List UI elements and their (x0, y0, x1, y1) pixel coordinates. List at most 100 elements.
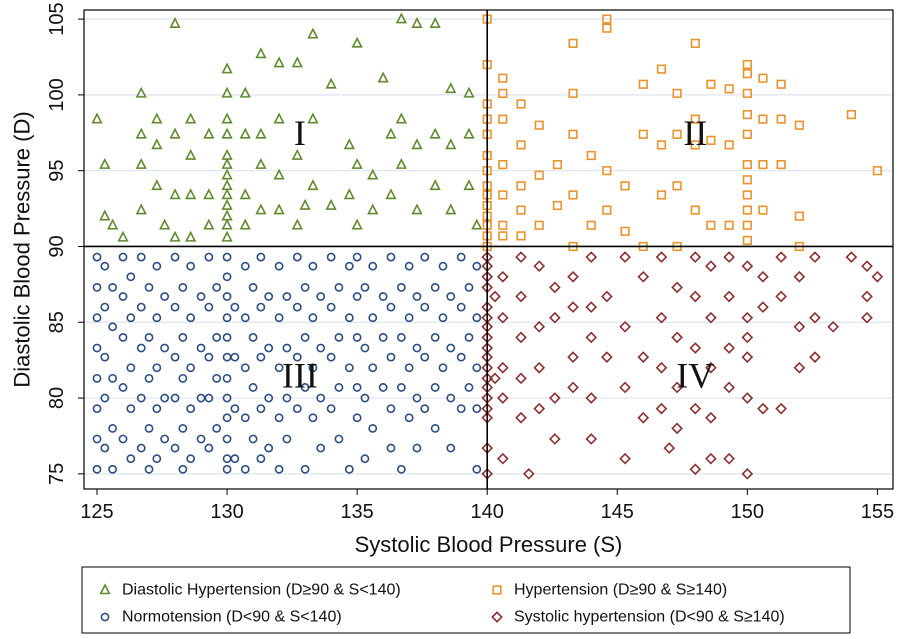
diamond-point (567, 351, 579, 363)
circle-point (308, 363, 318, 373)
circle-point (352, 413, 362, 423)
circle-point (472, 261, 482, 271)
square-point (690, 38, 700, 48)
circle-point (316, 343, 326, 353)
triangle-point (273, 112, 285, 124)
circle-point (404, 363, 414, 373)
circle-point (264, 393, 274, 403)
triangle-point (463, 127, 475, 139)
square-point (656, 64, 667, 74)
diamond-point (567, 301, 579, 313)
circle-point (160, 292, 170, 301)
triangle-point (203, 188, 215, 200)
triangle-point (351, 36, 363, 48)
legend-label: Diastolic Hypertension (D≥90 & S<140) (122, 582, 401, 599)
circle-point (222, 292, 232, 301)
circle-point (222, 373, 232, 383)
triangle-point (221, 198, 233, 210)
circle-point (204, 352, 214, 362)
circle-point (368, 261, 378, 271)
square-point (690, 140, 700, 150)
circle-point (170, 352, 180, 362)
circle-point (126, 404, 136, 414)
circle-point (222, 434, 232, 444)
circle-point (300, 333, 310, 342)
square-point (602, 23, 612, 33)
circle-point (92, 343, 102, 353)
circle-point (472, 464, 482, 474)
triangle-point (135, 127, 147, 139)
circle-point (326, 252, 336, 262)
circle-point (92, 434, 102, 444)
triangle-point (221, 188, 233, 200)
square-point (672, 129, 682, 139)
circle-point (472, 313, 482, 323)
circle-point (222, 313, 232, 323)
diamond-point (689, 402, 702, 415)
diamond-point (655, 311, 668, 324)
circle-point (152, 261, 162, 271)
diamond-point (775, 290, 787, 303)
triangle-point (445, 138, 457, 150)
circle-point (118, 252, 128, 262)
triangle-point (273, 203, 285, 215)
triangle-point (343, 188, 355, 200)
circle-point (334, 282, 344, 292)
circle-point (212, 282, 222, 292)
x-tick-label: 140 (471, 501, 504, 523)
diamond-point (549, 311, 561, 324)
circle-point (316, 292, 326, 301)
circle-point (396, 464, 406, 474)
circle-point (126, 313, 136, 323)
circle-point (256, 302, 266, 312)
circle-point (292, 352, 302, 362)
circle-point (92, 373, 102, 383)
circle-point (212, 333, 222, 342)
circle-point (92, 282, 102, 292)
diamond-point (619, 320, 631, 333)
circle-point (264, 292, 274, 301)
circle-point (368, 313, 378, 323)
circle-point (152, 313, 162, 323)
triangle-point (221, 62, 233, 74)
square-point (602, 205, 612, 215)
circle-point (136, 443, 146, 453)
triangle-point (307, 27, 319, 39)
circle-point (344, 261, 354, 271)
circle-point (170, 252, 180, 262)
diamond-point (496, 270, 509, 283)
triangle-point (291, 56, 303, 68)
circle-point (404, 261, 414, 271)
triangle-point (239, 127, 251, 139)
square-point (516, 181, 526, 191)
circle-point (170, 393, 180, 403)
triangle-point (99, 157, 111, 169)
square-point (516, 99, 526, 109)
circle-point (152, 363, 162, 373)
triangle-point (221, 157, 233, 169)
legend-label: Hypertension (D≥90 & S≥140) (514, 582, 727, 599)
circle-point (404, 313, 414, 323)
circle-point (386, 352, 396, 362)
x-tick-label: 130 (210, 501, 243, 523)
diamond-point (741, 311, 754, 324)
circle-point (430, 333, 440, 342)
square-point (706, 79, 716, 89)
circle-point (178, 423, 188, 433)
square-point (758, 114, 768, 124)
circle-point (274, 261, 284, 271)
square-point (758, 160, 768, 170)
triangle-point (291, 218, 303, 230)
circle-point (160, 343, 170, 353)
triangle-point (185, 148, 197, 160)
circle-point (118, 333, 128, 342)
square-point (758, 205, 768, 215)
square-point (872, 166, 882, 176)
circle-point (100, 302, 110, 312)
diamond-point (601, 290, 613, 303)
circle-point (264, 343, 274, 353)
circle-point (292, 302, 302, 312)
circle-point (412, 443, 422, 453)
circle-point (412, 343, 422, 353)
square-point (706, 220, 716, 230)
